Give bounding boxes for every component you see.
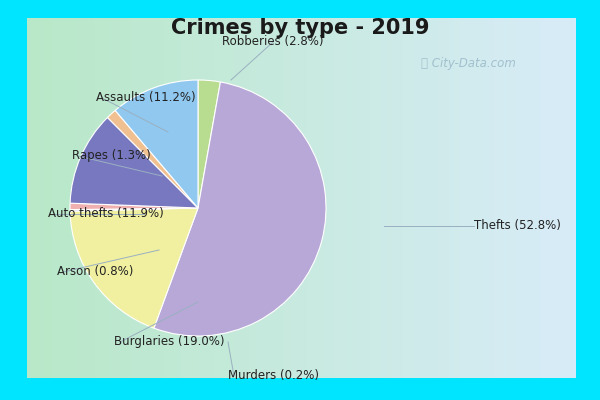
Text: Crimes by type - 2019: Crimes by type - 2019 — [171, 18, 429, 38]
Text: Rapes (1.3%): Rapes (1.3%) — [72, 150, 151, 162]
Wedge shape — [70, 208, 198, 328]
Text: ⓘ City-Data.com: ⓘ City-Data.com — [421, 58, 515, 70]
Wedge shape — [107, 110, 198, 208]
Text: Murders (0.2%): Murders (0.2%) — [228, 370, 319, 382]
Text: Auto thefts (11.9%): Auto thefts (11.9%) — [48, 208, 164, 220]
Text: Robberies (2.8%): Robberies (2.8%) — [222, 36, 324, 48]
Text: Burglaries (19.0%): Burglaries (19.0%) — [114, 336, 224, 348]
Text: Arson (0.8%): Arson (0.8%) — [57, 266, 133, 278]
Wedge shape — [70, 208, 198, 211]
Text: Assaults (11.2%): Assaults (11.2%) — [96, 92, 196, 104]
Wedge shape — [70, 118, 198, 208]
Wedge shape — [70, 203, 198, 210]
Wedge shape — [198, 80, 220, 208]
Wedge shape — [115, 80, 198, 208]
Text: Thefts (52.8%): Thefts (52.8%) — [474, 220, 561, 232]
Wedge shape — [154, 82, 326, 336]
